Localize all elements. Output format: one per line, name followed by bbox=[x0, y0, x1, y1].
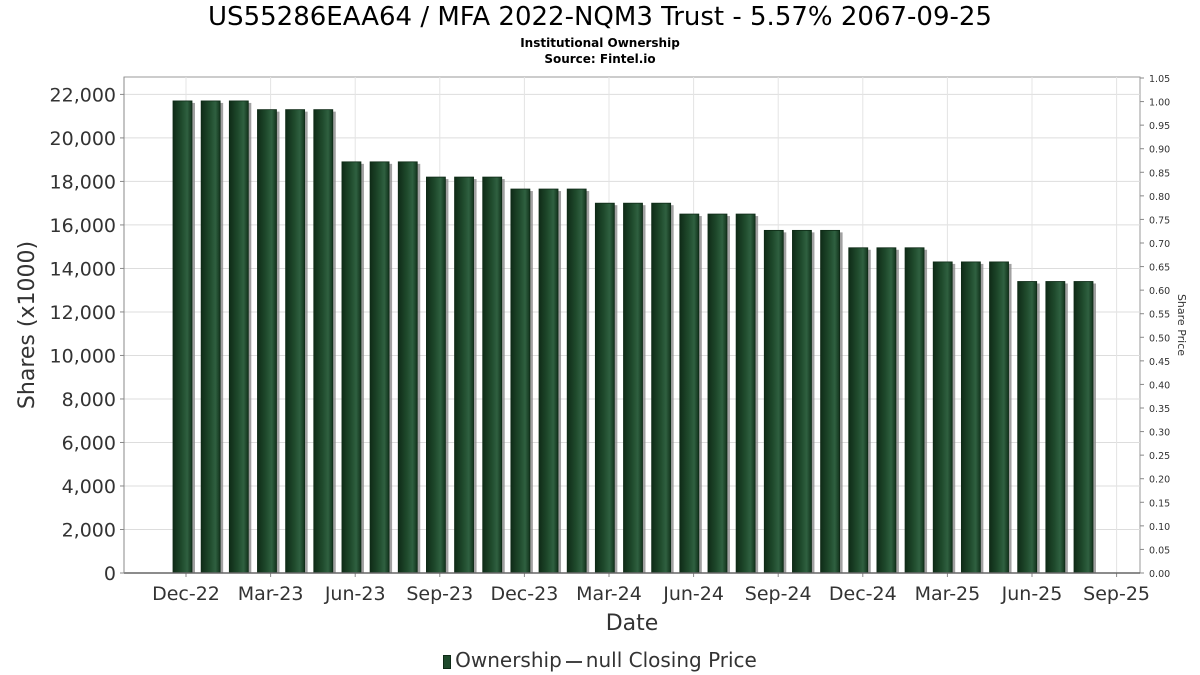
legend-price-label: null Closing Price bbox=[585, 648, 757, 672]
x-tick-label: Jun-25 bbox=[1001, 583, 1063, 605]
ownership-bar bbox=[482, 176, 503, 574]
ownership-bar bbox=[538, 188, 559, 574]
ownership-legend-icon bbox=[443, 654, 452, 669]
x-tick-label: Mar-24 bbox=[576, 583, 642, 605]
ownership-bar bbox=[200, 100, 221, 574]
y2-tick-label: 0.65 bbox=[1149, 263, 1170, 274]
axes-group: 0 2,000 4,000 6,000 8,000 10,000 12,000 14,000 1… bbox=[50, 74, 1171, 605]
y2-tick-label: 0.30 bbox=[1149, 428, 1170, 439]
y2-tick-label: 0.25 bbox=[1149, 451, 1170, 462]
ownership-bar bbox=[960, 261, 981, 574]
ownership-bar bbox=[566, 188, 587, 574]
y2-tick-label: 0.70 bbox=[1149, 239, 1170, 250]
y-tick-label: 16,000 bbox=[50, 215, 116, 237]
ownership-bar bbox=[1017, 281, 1038, 574]
y-tick-label: 6,000 bbox=[62, 432, 116, 454]
y-tick-label: 2,000 bbox=[62, 519, 116, 541]
chart-source: Source: Fintel.io bbox=[544, 52, 656, 66]
y2-tick-label: 0.35 bbox=[1149, 404, 1170, 415]
x-tick-label: Mar-23 bbox=[238, 583, 304, 605]
y-axis-label: Shares (x1000) bbox=[15, 241, 40, 409]
x-tick-label: Dec-22 bbox=[152, 583, 220, 605]
ownership-bar bbox=[904, 247, 925, 574]
ownership-bar bbox=[735, 213, 756, 574]
ownership-bar bbox=[623, 202, 643, 574]
ownership-bar bbox=[876, 247, 897, 574]
ownership-bar bbox=[228, 100, 249, 574]
ownership-bar bbox=[369, 161, 390, 574]
y2-tick-label: 0.75 bbox=[1149, 215, 1170, 226]
y2-tick-label: 0.80 bbox=[1149, 192, 1170, 203]
y-tick-label: 22,000 bbox=[50, 84, 116, 106]
legend-ownership-label: Ownership bbox=[455, 648, 562, 672]
y2-tick-label: 0.00 bbox=[1149, 569, 1170, 580]
ownership-bar bbox=[397, 161, 418, 574]
chart-title: US55286EAA64 / MFA 2022-NQM3 Trust - 5.5… bbox=[208, 2, 992, 32]
bars-group bbox=[172, 100, 1096, 574]
y-tick-label: 20,000 bbox=[50, 128, 116, 150]
x-axis-label: Date bbox=[606, 611, 659, 636]
y2-tick-label: 0.40 bbox=[1149, 380, 1170, 391]
y2-tick-label: 0.10 bbox=[1149, 522, 1170, 533]
y2-tick-label: 0.05 bbox=[1149, 545, 1170, 556]
y2-tick-label: 0.15 bbox=[1149, 498, 1170, 509]
y2-tick-label: 1.05 bbox=[1149, 74, 1170, 85]
ownership-bar bbox=[792, 229, 812, 574]
y2-tick-label: 0.90 bbox=[1149, 145, 1170, 156]
ownership-bar bbox=[848, 247, 869, 574]
ownership-bar bbox=[172, 100, 193, 574]
ownership-bar bbox=[820, 229, 840, 574]
x-tick-label: Jun-23 bbox=[324, 583, 386, 605]
y2-tick-label: 0.60 bbox=[1149, 286, 1170, 297]
y2-tick-label: 1.00 bbox=[1149, 98, 1170, 109]
x-tick-label: Dec-24 bbox=[829, 583, 897, 605]
ownership-bar bbox=[679, 213, 700, 574]
ownership-bar bbox=[257, 109, 277, 574]
y-tick-label: 0 bbox=[104, 563, 116, 585]
ownership-bar bbox=[932, 261, 953, 574]
ownership-bar bbox=[1073, 281, 1094, 574]
x-tick-label: Sep-23 bbox=[406, 583, 473, 605]
ownership-bar bbox=[989, 261, 1009, 574]
y2-tick-label: 0.55 bbox=[1149, 310, 1170, 321]
ownership-bar bbox=[763, 229, 784, 574]
ownership-bar bbox=[1045, 281, 1066, 574]
y-tick-label: 4,000 bbox=[62, 476, 116, 498]
x-tick-label: Sep-24 bbox=[745, 583, 812, 605]
y-tick-label: 18,000 bbox=[50, 171, 116, 193]
y2-tick-label: 0.85 bbox=[1149, 168, 1170, 179]
y2-tick-label: 0.45 bbox=[1149, 357, 1170, 368]
y-tick-label: 14,000 bbox=[50, 258, 116, 280]
ownership-bar bbox=[594, 202, 615, 574]
ownership-bar bbox=[285, 109, 306, 574]
y-tick-label: 10,000 bbox=[50, 345, 116, 367]
x-tick-label: Dec-23 bbox=[490, 583, 558, 605]
x-tick-label: Mar-25 bbox=[915, 583, 981, 605]
ownership-bar bbox=[341, 161, 362, 574]
y2-axis-label: Share Price bbox=[1175, 294, 1188, 356]
y2-tick-label: 0.50 bbox=[1149, 333, 1170, 344]
price-legend-icon bbox=[565, 660, 582, 663]
ownership-bar bbox=[454, 176, 474, 574]
y-tick-label: 12,000 bbox=[50, 302, 116, 324]
ownership-bar bbox=[707, 213, 728, 574]
ownership-bar bbox=[510, 188, 531, 574]
chart-subtitle: Institutional Ownership bbox=[520, 36, 680, 50]
x-tick-label: Sep-25 bbox=[1083, 583, 1150, 605]
y-tick-label: 8,000 bbox=[62, 389, 116, 411]
x-tick-label: Jun-24 bbox=[662, 583, 724, 605]
y2-tick-label: 0.95 bbox=[1149, 121, 1170, 132]
ownership-bar bbox=[313, 109, 334, 574]
legend: Ownership null Closing Price bbox=[0, 648, 1200, 672]
y2-tick-label: 0.20 bbox=[1149, 475, 1170, 486]
ownership-bar bbox=[426, 176, 446, 574]
ownership-bar bbox=[651, 202, 672, 574]
